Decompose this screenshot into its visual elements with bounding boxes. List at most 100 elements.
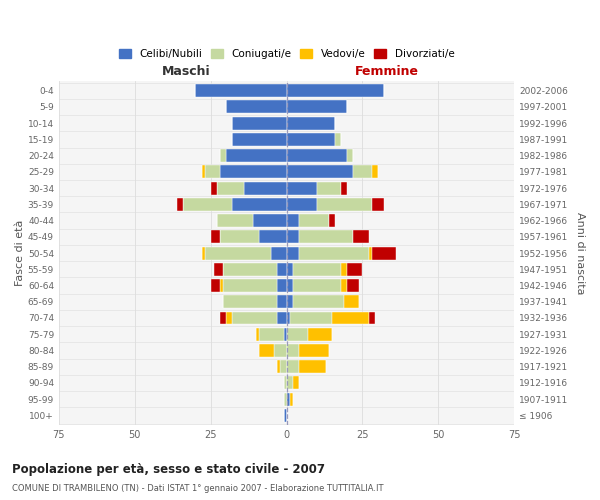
Bar bbox=[287, 279, 293, 292]
Bar bbox=[284, 409, 287, 422]
Bar bbox=[271, 246, 287, 260]
Text: Popolazione per età, sesso e stato civile - 2007: Popolazione per età, sesso e stato civil… bbox=[12, 462, 325, 475]
Bar bbox=[287, 392, 290, 406]
Bar bbox=[344, 296, 359, 308]
Bar bbox=[214, 263, 223, 276]
Bar bbox=[256, 328, 259, 340]
Bar bbox=[371, 166, 377, 178]
Bar bbox=[317, 182, 341, 194]
Bar bbox=[274, 344, 287, 357]
Bar bbox=[287, 376, 293, 390]
Bar bbox=[205, 166, 220, 178]
Bar bbox=[293, 376, 299, 390]
Text: Femmine: Femmine bbox=[355, 64, 419, 78]
Bar bbox=[277, 296, 287, 308]
Bar bbox=[217, 182, 244, 194]
Bar bbox=[347, 149, 353, 162]
Bar bbox=[287, 100, 347, 114]
Bar bbox=[259, 344, 274, 357]
Bar bbox=[287, 328, 308, 340]
Bar bbox=[284, 328, 287, 340]
Bar bbox=[371, 198, 383, 211]
Bar bbox=[299, 214, 329, 227]
Bar bbox=[277, 360, 280, 373]
Bar bbox=[223, 263, 277, 276]
Bar bbox=[341, 182, 347, 194]
Bar bbox=[308, 328, 332, 340]
Bar bbox=[353, 230, 368, 243]
Bar bbox=[287, 230, 299, 243]
Bar bbox=[232, 133, 287, 146]
Bar bbox=[299, 230, 353, 243]
Bar bbox=[277, 263, 287, 276]
Bar bbox=[293, 279, 341, 292]
Bar bbox=[280, 360, 287, 373]
Bar bbox=[287, 166, 353, 178]
Bar bbox=[287, 198, 317, 211]
Bar bbox=[220, 279, 223, 292]
Bar bbox=[371, 246, 396, 260]
Bar bbox=[329, 214, 335, 227]
Bar bbox=[202, 166, 205, 178]
Bar bbox=[368, 246, 371, 260]
Bar bbox=[220, 149, 226, 162]
Bar bbox=[223, 279, 277, 292]
Bar bbox=[287, 344, 299, 357]
Bar bbox=[232, 312, 277, 324]
Bar bbox=[287, 182, 317, 194]
Text: Maschi: Maschi bbox=[162, 64, 211, 78]
Bar bbox=[217, 214, 253, 227]
Bar bbox=[205, 246, 271, 260]
Bar bbox=[353, 166, 371, 178]
Bar bbox=[220, 166, 287, 178]
Bar bbox=[287, 360, 299, 373]
Bar bbox=[226, 312, 232, 324]
Legend: Celibi/Nubili, Coniugati/e, Vedovi/e, Divorziati/e: Celibi/Nubili, Coniugati/e, Vedovi/e, Di… bbox=[115, 45, 458, 63]
Bar bbox=[259, 328, 284, 340]
Bar bbox=[299, 344, 329, 357]
Bar bbox=[341, 263, 347, 276]
Bar bbox=[284, 392, 287, 406]
Bar bbox=[299, 360, 326, 373]
Bar bbox=[196, 84, 287, 97]
Bar bbox=[232, 116, 287, 130]
Bar bbox=[317, 198, 371, 211]
Bar bbox=[287, 84, 383, 97]
Bar bbox=[253, 214, 287, 227]
Bar bbox=[332, 312, 368, 324]
Bar bbox=[293, 263, 341, 276]
Bar bbox=[287, 246, 299, 260]
Bar bbox=[284, 376, 287, 390]
Bar bbox=[211, 230, 220, 243]
Y-axis label: Fasce di età: Fasce di età bbox=[15, 220, 25, 286]
Bar bbox=[299, 246, 368, 260]
Bar bbox=[290, 392, 293, 406]
Bar bbox=[277, 312, 287, 324]
Bar bbox=[277, 279, 287, 292]
Bar bbox=[287, 116, 335, 130]
Bar bbox=[287, 149, 347, 162]
Bar bbox=[368, 312, 374, 324]
Bar bbox=[259, 230, 287, 243]
Bar bbox=[287, 214, 299, 227]
Bar bbox=[177, 198, 184, 211]
Bar bbox=[226, 149, 287, 162]
Bar bbox=[211, 279, 220, 292]
Bar bbox=[226, 100, 287, 114]
Bar bbox=[184, 198, 232, 211]
Y-axis label: Anni di nascita: Anni di nascita bbox=[575, 212, 585, 294]
Bar bbox=[223, 296, 277, 308]
Text: COMUNE DI TRAMBILENO (TN) - Dati ISTAT 1° gennaio 2007 - Elaborazione TUTTITALIA: COMUNE DI TRAMBILENO (TN) - Dati ISTAT 1… bbox=[12, 484, 383, 493]
Bar bbox=[287, 133, 335, 146]
Bar bbox=[347, 263, 362, 276]
Bar bbox=[220, 312, 226, 324]
Bar bbox=[287, 263, 293, 276]
Bar bbox=[232, 198, 287, 211]
Bar bbox=[287, 296, 293, 308]
Bar bbox=[341, 279, 347, 292]
Bar bbox=[347, 279, 359, 292]
Bar bbox=[244, 182, 287, 194]
Bar bbox=[202, 246, 205, 260]
Bar bbox=[335, 133, 341, 146]
Bar bbox=[220, 230, 259, 243]
